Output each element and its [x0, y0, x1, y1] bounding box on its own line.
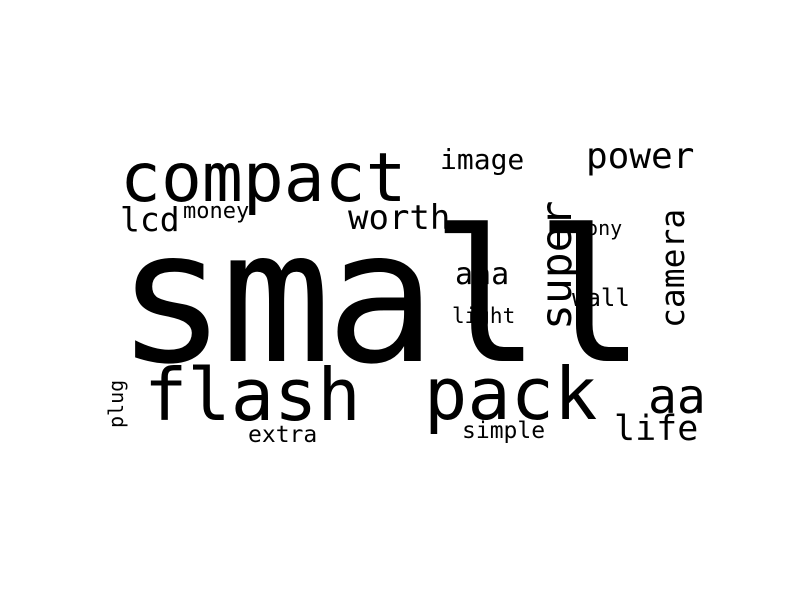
word-plug: plug — [104, 379, 128, 428]
word-power: power — [586, 136, 695, 177]
word-aaa: aaa — [455, 257, 510, 292]
word-worth: worth — [348, 198, 451, 238]
word-small: small — [116, 191, 646, 405]
word-flash: flash — [144, 353, 361, 437]
word-compact: compact — [120, 139, 407, 218]
word-money: money — [183, 199, 250, 224]
word-sony: sony — [574, 216, 623, 240]
word-extra: extra — [248, 422, 318, 448]
word-light: light — [452, 304, 516, 328]
word-pack: pack — [424, 352, 598, 436]
word-aa: aa — [648, 369, 706, 425]
word-life: life — [614, 409, 699, 449]
word-camera: camera — [653, 208, 692, 328]
word-simple: simple — [462, 418, 546, 444]
word-image: image — [440, 143, 525, 176]
word-lcd: lcd — [120, 200, 180, 239]
word-wall: wall — [572, 284, 630, 312]
